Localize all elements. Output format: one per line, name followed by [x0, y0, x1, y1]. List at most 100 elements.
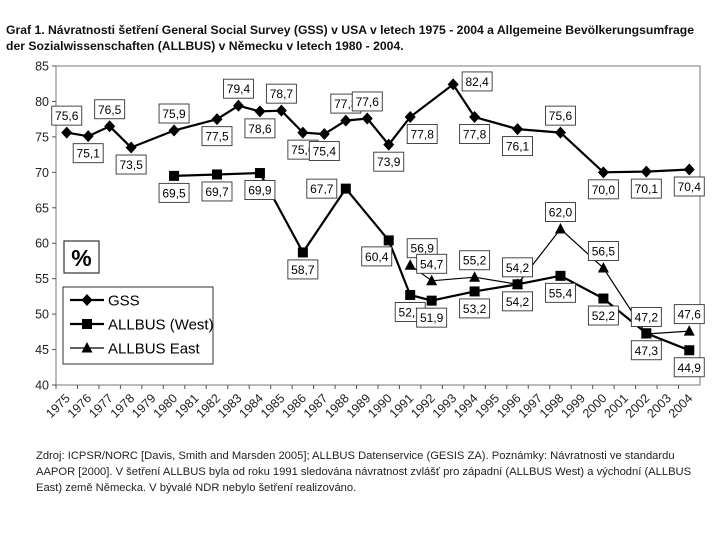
- data-label: 75,6: [545, 105, 576, 126]
- data-label-text: 77,5: [205, 130, 229, 144]
- data-label: 47,6: [673, 304, 705, 325]
- allbus-west-marker: [405, 289, 416, 300]
- allbus-east-marker: [640, 327, 652, 339]
- data-label: 73,9: [373, 151, 405, 172]
- data-label-text: 47,6: [678, 308, 702, 322]
- data-label-box: [244, 118, 276, 139]
- data-label-text: 78,7: [270, 87, 294, 101]
- data-label: 69,9: [244, 180, 276, 200]
- data-label-text: 75,6: [549, 109, 573, 123]
- data-label: 47,3: [630, 340, 662, 361]
- y-tick-label: 75: [35, 130, 49, 144]
- allbus-east-marker: [426, 274, 438, 286]
- gss-marker: [297, 126, 309, 139]
- data-label: 69,7: [201, 181, 233, 202]
- data-label-text: 70,4: [678, 180, 702, 194]
- data-label: 77,8: [459, 124, 491, 144]
- gss-marker: [318, 128, 330, 141]
- data-label: 54,7: [416, 253, 448, 274]
- data-label: 77,8: [406, 124, 438, 144]
- allbus-east-marker: [404, 259, 416, 270]
- allbus-east-marker: [554, 223, 566, 234]
- data-label-box: [416, 253, 448, 274]
- data-label-text: 77,8: [411, 128, 435, 142]
- y-tick-label: 85: [35, 60, 49, 74]
- data-label-box: [201, 181, 233, 202]
- data-label-text: 75,4: [313, 145, 337, 159]
- gss-marker: [340, 114, 352, 127]
- y-tick-label: 50: [35, 308, 49, 322]
- data-label-box: [373, 151, 405, 172]
- data-label: 51,9: [416, 307, 448, 328]
- line-chart: 4045505560657075808519751976197719781979…: [35, 60, 705, 421]
- gss-line: [66, 82, 690, 174]
- unit-label: %: [71, 245, 91, 271]
- data-label: 60,4: [361, 246, 393, 267]
- gss-marker: [683, 163, 695, 176]
- data-label: 52,2: [587, 305, 619, 326]
- data-label-box: [158, 182, 190, 203]
- gss-marker: [447, 78, 459, 91]
- data-label-box: [502, 257, 533, 278]
- data-label-box: [587, 179, 619, 200]
- data-label-text: 73,9: [377, 155, 401, 169]
- gss-marker: [232, 99, 244, 112]
- allbus-west-marker: [82, 319, 92, 329]
- gss-marker: [211, 113, 223, 126]
- data-label-text: 70,1: [635, 182, 659, 196]
- allbus-west-marker: [383, 235, 394, 246]
- legend-label: GSS: [108, 293, 140, 310]
- data-label-box: [94, 99, 126, 120]
- data-label: 53,2: [459, 298, 491, 319]
- data-label: 54,2: [502, 291, 533, 312]
- data-label-box: [502, 136, 533, 157]
- data-label: 82,4: [461, 71, 493, 92]
- data-label: 70,1: [630, 178, 662, 199]
- y-tick-label: 65: [35, 201, 49, 215]
- data-label: 55,2: [459, 250, 491, 271]
- data-label-text: 55,2: [463, 254, 487, 268]
- y-tick-label: 60: [35, 237, 49, 251]
- data-label: 79,4: [223, 78, 254, 99]
- data-label-box: [51, 105, 83, 126]
- data-label-text: 78,6: [248, 122, 272, 136]
- legend-label: ALLBUS (West): [108, 317, 214, 334]
- data-label-box: [244, 180, 276, 200]
- y-tick-label: 70: [35, 166, 49, 180]
- data-label: 70,4: [673, 176, 705, 197]
- data-label: 75,1: [72, 143, 104, 164]
- allbus-west-marker: [254, 168, 265, 179]
- allbus-east-marker: [683, 325, 695, 336]
- unit-box: %: [63, 240, 100, 274]
- data-label-box: [308, 141, 340, 162]
- data-label-box: [459, 250, 491, 271]
- data-label-box: [158, 103, 190, 124]
- allbus-west-marker: [469, 286, 480, 297]
- data-label: 47,2: [630, 307, 662, 327]
- data-label-text: 82,4: [465, 75, 489, 89]
- data-label-box: [673, 176, 705, 197]
- data-label-box: [459, 298, 491, 319]
- gss-marker: [597, 166, 609, 179]
- data-label-text: 52,2: [592, 309, 616, 323]
- data-label-text: 69,7: [205, 185, 229, 199]
- data-label: 56,9: [406, 238, 438, 259]
- data-label-box: [287, 259, 319, 280]
- y-tick-label: 45: [35, 343, 49, 357]
- data-label-text: 75,6: [55, 109, 79, 123]
- data-label-box: [361, 246, 393, 267]
- data-label-box: [306, 178, 338, 199]
- data-label-text: 55,4: [549, 286, 573, 300]
- gss-marker: [254, 105, 266, 118]
- data-label: 75,9: [158, 103, 190, 124]
- data-label-text: 77,6: [356, 95, 380, 109]
- data-label-box: [201, 126, 233, 147]
- allbus-west-marker: [212, 169, 222, 180]
- gss-marker: [469, 111, 481, 124]
- y-tick-label: 55: [35, 272, 49, 286]
- data-label-text: 77,8: [463, 128, 487, 142]
- gss-marker: [61, 126, 73, 139]
- data-label-text: 75,9: [162, 107, 186, 121]
- data-label-box: [223, 78, 254, 99]
- data-label: 76,1: [502, 136, 533, 157]
